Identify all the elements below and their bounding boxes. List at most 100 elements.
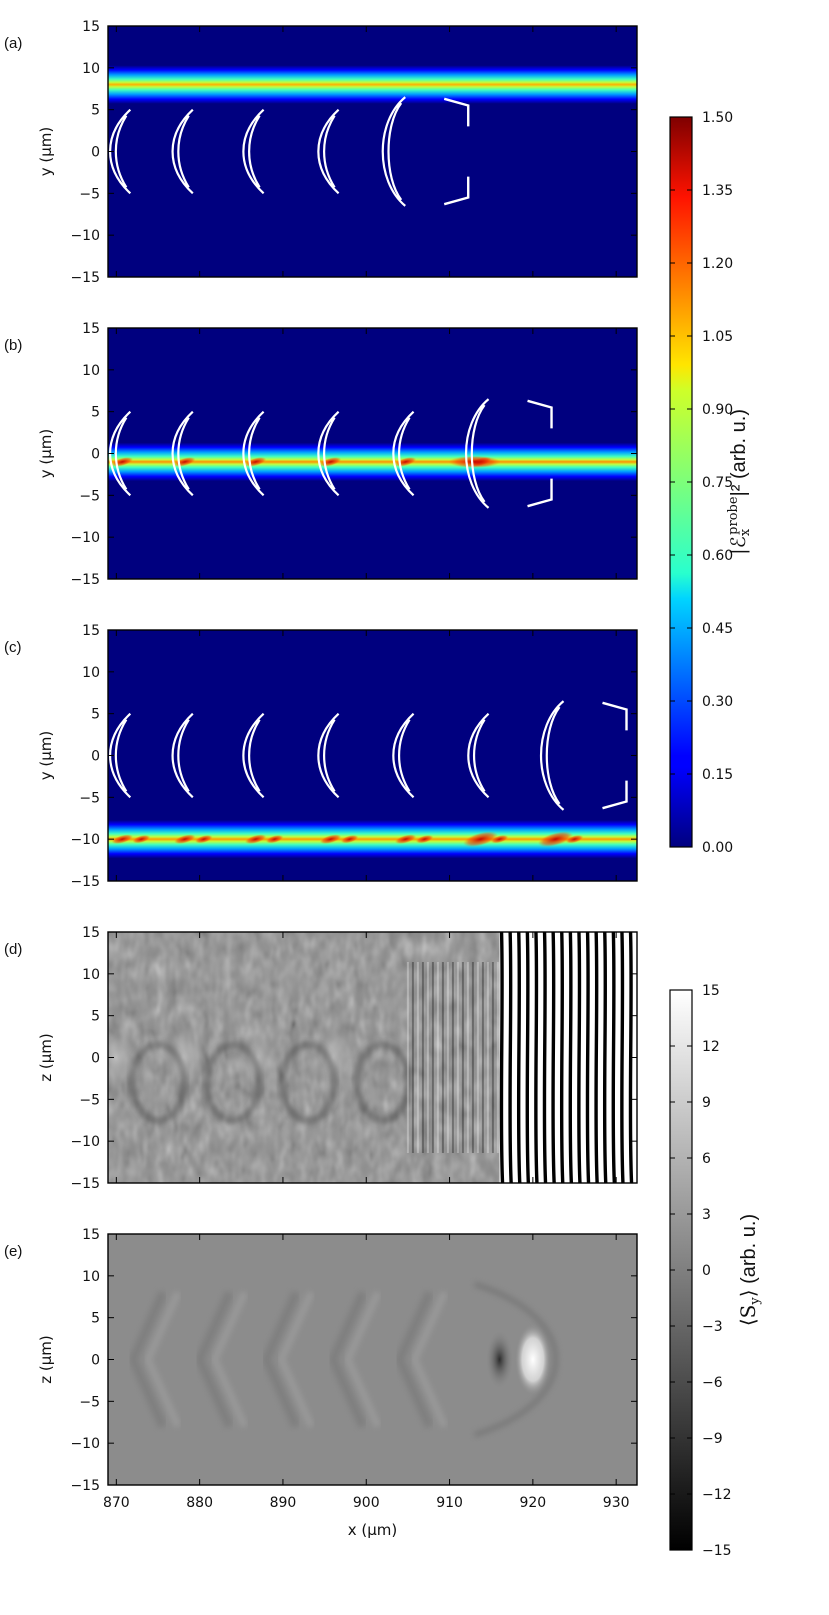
hot-spot xyxy=(265,835,284,844)
y-tick-label: −5 xyxy=(79,1092,100,1108)
contour-front-4 xyxy=(443,97,470,206)
hot-spot xyxy=(340,835,359,844)
fringe-line xyxy=(611,932,617,1183)
fringe-line xyxy=(602,932,608,1183)
y-tick-label: 15 xyxy=(82,19,100,35)
panel-label: (a) xyxy=(4,35,22,52)
y-tick-label: −10 xyxy=(70,530,100,546)
hot-spot xyxy=(111,834,134,844)
y-tick-label: 15 xyxy=(82,925,100,941)
contour-2 xyxy=(242,108,265,195)
y-axis-label: z (μm) xyxy=(37,1335,55,1384)
y-tick-label: 5 xyxy=(91,1009,100,1025)
chevron-wave xyxy=(394,1290,434,1429)
y-tick-label: 10 xyxy=(82,363,100,379)
fringe-line xyxy=(585,932,591,1183)
dark-arc xyxy=(128,1041,187,1124)
heatmap-background xyxy=(108,26,637,277)
colorbar-tick-label: 0.15 xyxy=(702,767,733,783)
chevron-wave xyxy=(327,1290,368,1429)
fringe-line xyxy=(499,932,505,1183)
colorbar-tick-label: −6 xyxy=(702,1375,723,1391)
colorbar-tick-label: −15 xyxy=(702,1543,732,1559)
x-tick-label: 910 xyxy=(436,1495,463,1511)
y-axis-label: z (μm) xyxy=(37,1033,55,1082)
contour-3 xyxy=(317,108,340,195)
y-axis-label: y (μm) xyxy=(37,429,55,479)
colorbar-tick-label: −3 xyxy=(702,1319,723,1335)
contour-1 xyxy=(171,108,194,195)
hot-spot xyxy=(244,834,267,844)
contour-4 xyxy=(392,410,415,497)
contour-4 xyxy=(381,96,406,207)
colorbar-tick-label: 0 xyxy=(702,1263,711,1279)
chevron-wave-light xyxy=(210,1291,248,1428)
fringe-line xyxy=(516,932,522,1183)
panel-d: 15 10 5 0 −5 −10 −15 z (μm) (d) xyxy=(4,925,638,1192)
y-tick-label: 0 xyxy=(91,447,100,463)
hot-spot xyxy=(538,831,573,847)
x-axis-label: x (μm) xyxy=(348,1521,398,1539)
y-tick-label: −10 xyxy=(70,1436,100,1452)
bright-region xyxy=(235,1022,280,1093)
fringe-line xyxy=(577,932,582,1183)
y-tick-label: −5 xyxy=(79,790,100,806)
y-tick-label: 5 xyxy=(91,707,100,723)
y-axis-label: y (μm) xyxy=(37,731,55,781)
contour-5 xyxy=(467,712,490,799)
panel-a: 15 10 5 0 −5 −10 −15 y (μm) (a) xyxy=(4,19,638,286)
colorbar-tick-label: 3 xyxy=(702,1207,711,1223)
bright-spot xyxy=(514,1323,551,1396)
contour-3 xyxy=(317,712,340,799)
x-tick-label: 930 xyxy=(603,1495,630,1511)
dark-arc xyxy=(278,1041,337,1124)
colorbar-label: |ℰxprobe|² (arb. u.) xyxy=(726,409,753,555)
y-tick-label: 5 xyxy=(91,405,100,421)
y-tick-label: −5 xyxy=(79,1394,100,1410)
contour-2 xyxy=(242,712,265,799)
x-tick-label: 890 xyxy=(270,1495,297,1511)
hot-spot xyxy=(394,834,417,844)
colorbar-tick-label: 0.45 xyxy=(702,621,733,637)
hot-spot xyxy=(490,835,509,844)
chevron-wave xyxy=(128,1290,168,1429)
y-tick-label: 5 xyxy=(91,103,100,119)
y-tick-label: −10 xyxy=(70,228,100,244)
fringe-line xyxy=(559,932,565,1183)
contour-front-6 xyxy=(602,701,628,810)
chevron-wave xyxy=(261,1290,301,1429)
front-arc xyxy=(473,1281,559,1438)
bright-region xyxy=(160,1022,205,1093)
y-tick-label: −5 xyxy=(79,186,100,202)
contour-6 xyxy=(539,700,565,811)
x-tick-label: 880 xyxy=(186,1495,213,1511)
contour-front-5 xyxy=(527,399,553,508)
panel-b: 15 10 5 0 −5 −10 −15 y (μm) (b) xyxy=(4,321,638,588)
colorbar-poynting: 15 12 9 6 3 0 −3 −6 −9 −12 −15 ⟨Sy⟩ (arb. u.) xyxy=(669,983,763,1559)
fringe-line xyxy=(508,932,513,1183)
panel-label: (d) xyxy=(4,941,22,958)
panel-label: (b) xyxy=(4,337,22,354)
colorbar-tick-label: 0.00 xyxy=(702,840,733,856)
colorbar-tick-label: 1.05 xyxy=(702,329,733,345)
colorbar-tick-label: −12 xyxy=(702,1487,732,1503)
panel-label: (c) xyxy=(4,639,22,656)
colorbar-tick-label: 0.90 xyxy=(702,402,733,418)
fringe-line xyxy=(594,932,599,1183)
dark-spot xyxy=(485,1329,514,1390)
fringe-line xyxy=(534,932,539,1183)
y-tick-label: 0 xyxy=(91,749,100,765)
contour-4 xyxy=(392,712,415,799)
y-tick-label: −15 xyxy=(70,270,100,286)
colorbar-tick-label: −9 xyxy=(702,1431,723,1447)
probe-beam xyxy=(108,442,637,482)
contour-5 xyxy=(464,398,490,509)
hot-spot xyxy=(463,831,499,847)
y-tick-label: −15 xyxy=(70,874,100,890)
colorbar-tick-label: 15 xyxy=(702,983,720,999)
y-tick-label: −10 xyxy=(70,1134,100,1150)
hot-spot xyxy=(174,834,196,844)
y-tick-label: −15 xyxy=(70,1176,100,1192)
y-tick-label: 15 xyxy=(82,623,100,639)
